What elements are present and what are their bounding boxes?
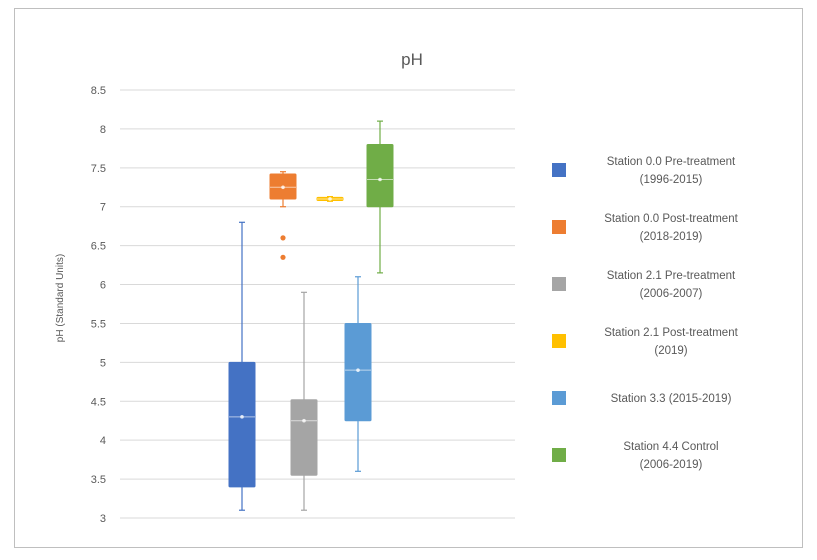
mean-marker [328, 197, 332, 201]
legend-swatch [552, 334, 566, 348]
y-axis-ticks: 3 3.5 4 4.5 5 5.5 6 6.5 7 7.5 8 8.5 [91, 85, 106, 525]
y-axis-label: pH (Standard Units) [55, 254, 66, 342]
mean-marker [281, 185, 285, 190]
legend-label: Station 2.1 Post-treatment [604, 327, 738, 339]
mean-marker [240, 415, 244, 419]
legend-swatch [552, 277, 566, 291]
legend-label: Station 2.1 Pre-treatment [607, 270, 736, 282]
y-tick-label: 3.5 [91, 474, 106, 486]
legend-label: (2018-2019) [640, 231, 703, 243]
y-tick-label: 4.5 [91, 396, 106, 408]
chart-title: pH [401, 50, 423, 69]
box-body [344, 322, 372, 422]
y-tick-label: 5.5 [91, 318, 106, 330]
box-1 [228, 221, 256, 511]
legend-label: Station 4.4 Control [623, 441, 718, 453]
y-tick-label: 4 [100, 435, 106, 447]
legend-label: (2006-2007) [640, 288, 703, 300]
legend-label: Station 3.3 (2015-2019) [611, 393, 732, 405]
outlier-point [280, 235, 286, 241]
y-tick-label: 7.5 [91, 163, 106, 175]
y-tick-label: 6.5 [91, 241, 106, 253]
chart-container [14, 8, 803, 548]
y-tick-label: 8.5 [91, 85, 106, 97]
legend-label: (2006-2019) [640, 459, 703, 471]
mean-marker [302, 418, 306, 423]
gridlines [120, 89, 515, 519]
box-body [366, 143, 394, 208]
legend-label: Station 0.0 Post-treatment [604, 213, 738, 225]
y-tick-label: 7 [100, 202, 106, 214]
legend-swatch [552, 448, 566, 462]
legend-label: Station 0.0 Pre-treatment [607, 156, 736, 168]
box-series [228, 120, 394, 511]
box-2 [269, 171, 297, 260]
box-5 [344, 276, 372, 472]
box-body [228, 361, 256, 488]
y-tick-label: 6 [100, 280, 106, 292]
legend-label: (2019) [654, 345, 687, 357]
y-tick-label: 5 [100, 357, 106, 369]
legend-swatch [552, 391, 566, 405]
box-6 [366, 120, 394, 274]
mean-marker [356, 368, 360, 372]
box-4 [316, 196, 344, 202]
legend: Station 0.0 Pre-treatment (1996-2015) Stat… [552, 156, 739, 471]
box-body [290, 399, 318, 476]
box-3 [290, 291, 318, 511]
legend-swatch [552, 163, 566, 177]
outlier-point [280, 254, 286, 260]
y-tick-label: 8 [100, 124, 106, 136]
legend-label: (1996-2015) [640, 174, 703, 186]
mean-marker [378, 177, 382, 182]
y-tick-label: 3 [100, 513, 106, 525]
legend-swatch [552, 220, 566, 234]
